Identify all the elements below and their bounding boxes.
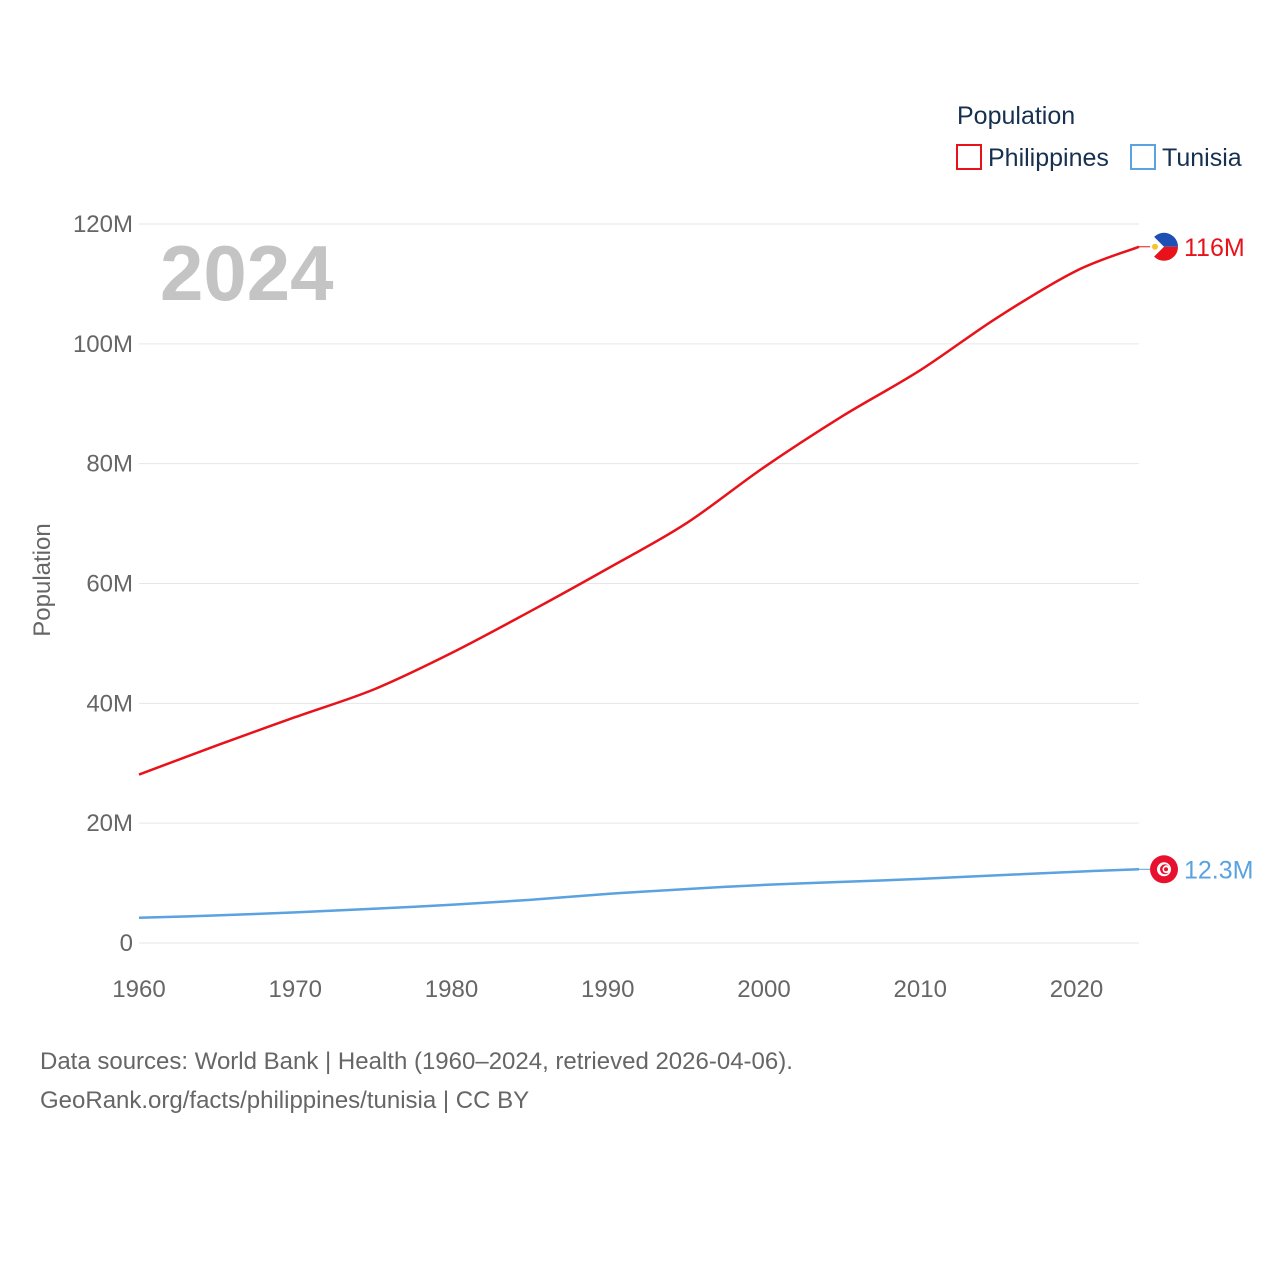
end-label-tunisia: 12.3M: [1184, 856, 1253, 884]
x-tick-label: 2010: [894, 976, 947, 1003]
philippines-flag-icon: [1150, 232, 1178, 261]
y-tick-label: 120M: [73, 211, 133, 238]
legend-label-tunisia[interactable]: Tunisia: [1162, 144, 1242, 172]
x-tick-label: 1970: [269, 976, 322, 1003]
y-axis: 0 20M 40M 60M 80M 100M 120M: [73, 211, 133, 957]
legend-title: Population: [957, 102, 1075, 130]
legend-label-philippines[interactable]: Philippines: [988, 144, 1109, 172]
series-line-tunisia: [138, 868, 1140, 920]
x-axis: 1960 1970 1980 1990 2000 2010 2020: [112, 976, 1103, 1003]
source-line: Data sources: World Bank | Health (1960–…: [40, 1048, 793, 1075]
y-tick-label: 40M: [86, 690, 133, 717]
legend[interactable]: Population Philippines Tunisia: [956, 102, 1242, 172]
year-label: 2024: [160, 229, 334, 317]
legend-swatch-philippines[interactable]: [956, 144, 982, 170]
x-tick-label: 1980: [425, 976, 478, 1003]
legend-swatch-tunisia[interactable]: [1130, 144, 1156, 170]
y-tick-label: 100M: [73, 331, 133, 358]
y-tick-label: 80M: [86, 451, 133, 478]
series-lines: [138, 245, 1140, 920]
gridlines: [139, 223, 1139, 944]
end-markers: 116M 12.3M: [1139, 232, 1253, 884]
series-line-philippines: [138, 245, 1140, 776]
tunisia-flag-icon: [1150, 855, 1178, 884]
x-tick-label: 2000: [737, 976, 790, 1003]
y-tick-label: 60M: [86, 571, 133, 598]
end-label-philippines: 116M: [1184, 234, 1245, 262]
y-tick-label: 20M: [86, 810, 133, 837]
flag-star: [1164, 867, 1168, 872]
source-url-line[interactable]: GeoRank.org/facts/philippines/tunisia | …: [40, 1087, 530, 1114]
x-tick-label: 2020: [1050, 976, 1103, 1003]
x-tick-label: 1990: [581, 976, 634, 1003]
y-axis-label: Population: [29, 523, 56, 636]
y-tick-label: 0: [120, 930, 133, 957]
flag-sun: [1152, 243, 1158, 250]
x-tick-label: 1960: [112, 976, 165, 1003]
